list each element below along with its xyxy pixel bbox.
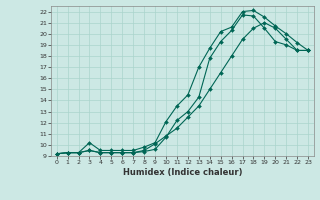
X-axis label: Humidex (Indice chaleur): Humidex (Indice chaleur)	[123, 168, 242, 177]
